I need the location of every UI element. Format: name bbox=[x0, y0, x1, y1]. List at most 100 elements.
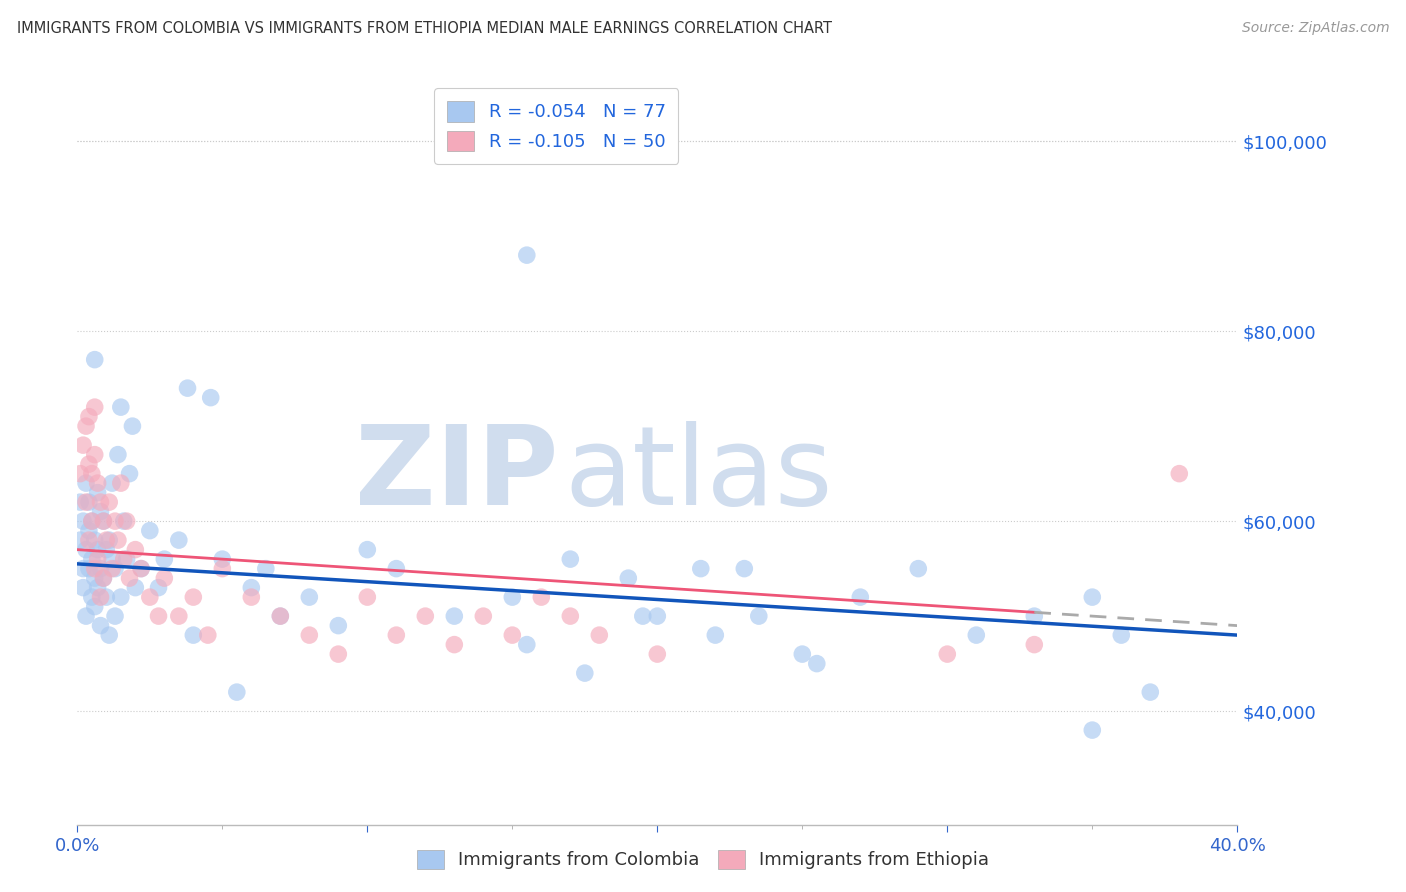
Point bbox=[86, 581, 108, 595]
Point bbox=[86, 542, 108, 557]
Point bbox=[647, 647, 669, 661]
Point bbox=[86, 485, 108, 500]
Point bbox=[183, 628, 205, 642]
Point bbox=[153, 571, 176, 585]
Point bbox=[516, 248, 538, 262]
Point bbox=[1139, 685, 1161, 699]
Point bbox=[121, 419, 143, 434]
Point bbox=[1081, 590, 1104, 604]
Point bbox=[83, 448, 105, 462]
Text: atlas: atlas bbox=[565, 420, 832, 527]
Point bbox=[77, 457, 100, 471]
Point bbox=[83, 561, 105, 575]
Point bbox=[118, 571, 141, 585]
Point bbox=[1024, 638, 1046, 652]
Point bbox=[101, 561, 124, 575]
Point bbox=[104, 609, 127, 624]
Point bbox=[124, 581, 146, 595]
Point bbox=[72, 514, 94, 528]
Point bbox=[849, 590, 872, 604]
Point bbox=[110, 400, 132, 414]
Point bbox=[75, 542, 97, 557]
Point bbox=[1081, 723, 1104, 738]
Point bbox=[104, 514, 127, 528]
Point bbox=[72, 581, 94, 595]
Point bbox=[101, 552, 124, 566]
Point bbox=[77, 533, 100, 548]
Point bbox=[96, 542, 118, 557]
Point bbox=[86, 476, 108, 491]
Point bbox=[80, 552, 103, 566]
Legend: R = -0.054   N = 77, R = -0.105   N = 50: R = -0.054 N = 77, R = -0.105 N = 50 bbox=[434, 88, 678, 164]
Point bbox=[748, 609, 770, 624]
Point bbox=[936, 647, 959, 661]
Point bbox=[167, 533, 190, 548]
Point bbox=[269, 609, 291, 624]
Point bbox=[148, 609, 170, 624]
Point bbox=[77, 495, 100, 509]
Legend: Immigrants from Colombia, Immigrants from Ethiopia: Immigrants from Colombia, Immigrants fro… bbox=[408, 841, 998, 879]
Point bbox=[298, 628, 321, 642]
Point bbox=[1024, 609, 1046, 624]
Point bbox=[183, 590, 205, 604]
Point bbox=[77, 409, 100, 424]
Point bbox=[153, 552, 176, 566]
Point bbox=[90, 505, 111, 519]
Point bbox=[139, 524, 162, 538]
Point bbox=[72, 561, 94, 575]
Point bbox=[176, 381, 198, 395]
Point bbox=[240, 581, 263, 595]
Point bbox=[98, 495, 121, 509]
Text: IMMIGRANTS FROM COLOMBIA VS IMMIGRANTS FROM ETHIOPIA MEDIAN MALE EARNINGS CORREL: IMMIGRANTS FROM COLOMBIA VS IMMIGRANTS F… bbox=[17, 21, 832, 37]
Point bbox=[110, 476, 132, 491]
Point bbox=[907, 561, 929, 575]
Point bbox=[69, 467, 91, 481]
Point bbox=[211, 561, 233, 575]
Point bbox=[631, 609, 654, 624]
Point bbox=[83, 599, 105, 614]
Point bbox=[80, 514, 103, 528]
Point bbox=[112, 552, 135, 566]
Point bbox=[93, 571, 115, 585]
Point bbox=[443, 609, 465, 624]
Point bbox=[112, 514, 135, 528]
Point bbox=[93, 571, 115, 585]
Point bbox=[69, 533, 91, 548]
Point bbox=[516, 638, 538, 652]
Point bbox=[530, 590, 553, 604]
Point bbox=[107, 533, 129, 548]
Point bbox=[86, 552, 108, 566]
Point bbox=[80, 514, 103, 528]
Point bbox=[167, 609, 190, 624]
Point bbox=[200, 391, 222, 405]
Point bbox=[225, 685, 247, 699]
Point bbox=[75, 495, 97, 509]
Point bbox=[617, 571, 640, 585]
Point bbox=[129, 561, 152, 575]
Point bbox=[385, 561, 408, 575]
Point bbox=[240, 590, 263, 604]
Point bbox=[413, 609, 436, 624]
Point bbox=[115, 514, 138, 528]
Point bbox=[792, 647, 814, 661]
Point bbox=[115, 552, 138, 566]
Point bbox=[80, 590, 103, 604]
Point bbox=[965, 628, 987, 642]
Point bbox=[110, 590, 132, 604]
Point bbox=[356, 542, 378, 557]
Point bbox=[1168, 467, 1191, 481]
Point bbox=[83, 352, 105, 367]
Point bbox=[80, 467, 103, 481]
Point bbox=[385, 628, 408, 642]
Point bbox=[733, 561, 755, 575]
Point bbox=[560, 609, 582, 624]
Point bbox=[148, 581, 170, 595]
Point bbox=[83, 533, 105, 548]
Point bbox=[443, 638, 465, 652]
Point bbox=[77, 524, 100, 538]
Point bbox=[96, 533, 118, 548]
Point bbox=[254, 561, 277, 575]
Point bbox=[211, 552, 233, 566]
Point bbox=[101, 476, 124, 491]
Point bbox=[83, 571, 105, 585]
